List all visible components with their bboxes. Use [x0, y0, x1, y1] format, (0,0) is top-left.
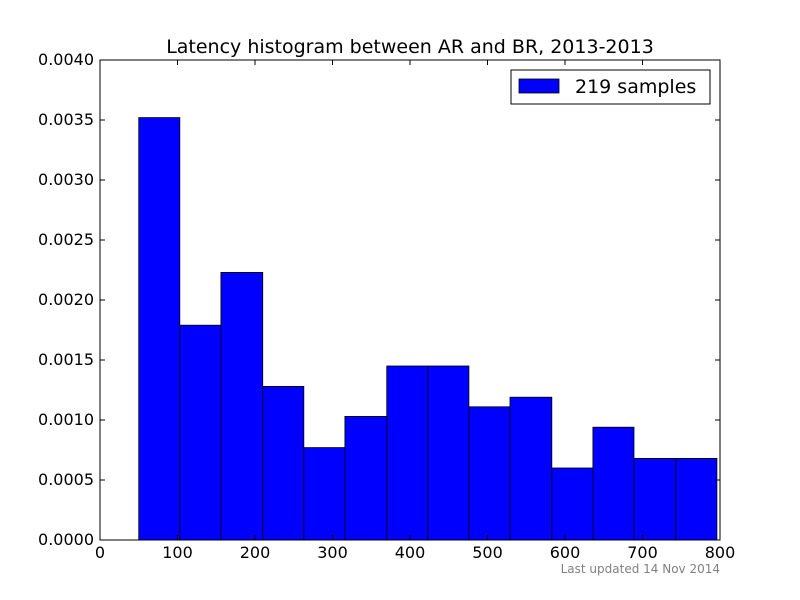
y-tick-label: 0.0005	[38, 470, 94, 489]
y-tick-label: 0.0015	[38, 350, 94, 369]
legend-label: 219 samples	[575, 76, 696, 98]
x-tick-label: 600	[550, 543, 581, 562]
histogram-bar-14	[675, 457, 718, 541]
legend-swatch	[518, 78, 560, 94]
y-tick-label: 0.0040	[38, 50, 94, 69]
y-tick-label: 0.0010	[38, 410, 94, 429]
histogram-bar-8	[427, 365, 470, 541]
last-updated-note: Last updated 14 Nov 2014	[560, 562, 720, 576]
axes: 0 100 200 300 400 500 600 700 800 0.0000 0.0005 0.0…	[38, 50, 735, 562]
x-tick-label: 800	[705, 543, 736, 562]
histogram-bar-9	[468, 406, 511, 541]
x-tick-label: 0	[95, 543, 105, 562]
histogram-bar-13	[633, 457, 677, 541]
x-tick-label: 200	[240, 543, 271, 562]
y-tick-label: 0.0030	[38, 170, 94, 189]
histogram-bar-1	[138, 117, 181, 541]
chart-title: Latency histogram between AR and BR, 201…	[166, 36, 654, 58]
histogram-bar-2	[179, 324, 222, 541]
y-tick-label: 0.0025	[38, 230, 94, 249]
y-tick-label: 0.0035	[38, 110, 94, 129]
x-tick-label: 100	[162, 543, 193, 562]
histogram-bar-12	[592, 426, 635, 541]
histogram-bar-7	[386, 365, 429, 541]
histogram-bar-6	[344, 415, 388, 541]
histogram-bar-10	[509, 396, 553, 541]
histogram-bar-11	[551, 467, 594, 541]
histogram-bar-3	[220, 271, 264, 541]
y-tick-label: 0.0020	[38, 290, 94, 309]
legend: 219 samples	[510, 69, 711, 105]
x-tick-label: 500	[472, 543, 503, 562]
x-tick-label: 300	[317, 543, 348, 562]
y-tick-label: 0.0000	[38, 530, 94, 549]
histogram-bar-5	[303, 447, 346, 541]
x-tick-label: 400	[395, 543, 426, 562]
x-tick-label: 700	[627, 543, 658, 562]
bars	[138, 117, 718, 541]
histogram-bar-4	[262, 385, 305, 541]
